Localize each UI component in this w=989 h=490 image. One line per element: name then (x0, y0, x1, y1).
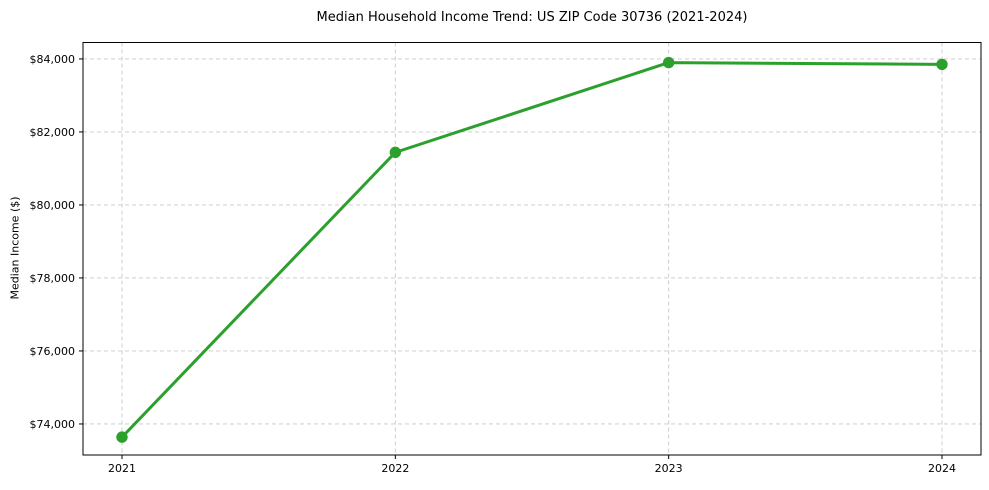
y-tick-label: $74,000 (30, 418, 76, 431)
trend-line (120, 61, 944, 439)
y-tick-label: $84,000 (30, 53, 76, 66)
x-tick-label: 2023 (655, 462, 683, 475)
x-tick-label: 2021 (108, 462, 136, 475)
data-point-marker (116, 431, 128, 443)
data-point-marker (662, 56, 675, 69)
y-tick-label: $82,000 (30, 126, 76, 139)
chart-title: Median Household Income Trend: US ZIP Co… (316, 10, 748, 25)
y-tick-label: $78,000 (30, 272, 76, 285)
x-tick-label: 2022 (381, 462, 409, 475)
y-tick-label: $76,000 (30, 345, 76, 358)
x-tick-label: 2024 (928, 462, 956, 475)
data-point-marker (936, 58, 948, 71)
plot-border (82, 42, 982, 456)
y-tick-label: $80,000 (30, 199, 76, 212)
data-point-marker (389, 146, 402, 159)
